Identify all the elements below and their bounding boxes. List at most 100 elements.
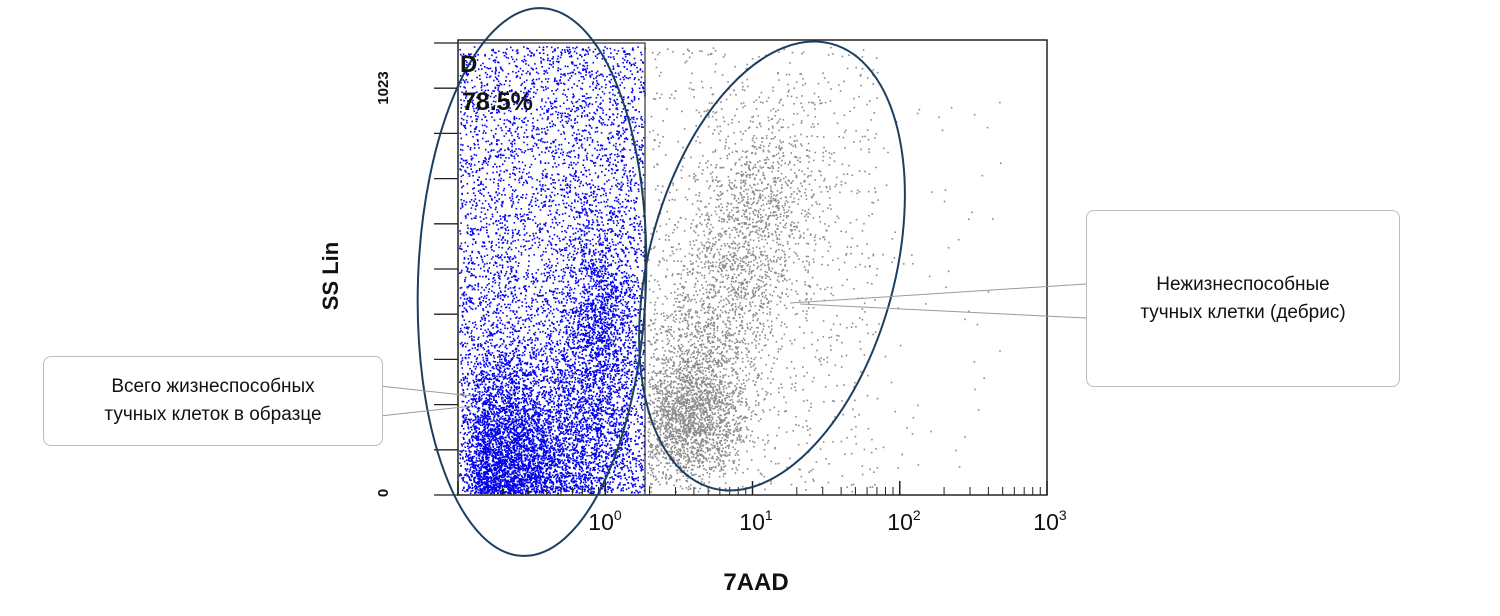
blue-point	[591, 73, 593, 76]
blue-point	[540, 273, 543, 275]
blue-point	[638, 396, 640, 398]
blue-point	[546, 356, 548, 358]
blue-point	[486, 401, 489, 404]
blue-point	[582, 208, 585, 211]
blue-point	[500, 204, 503, 206]
blue-point	[607, 428, 609, 431]
blue-point	[618, 155, 620, 157]
blue-point	[573, 257, 575, 259]
blue-point	[584, 383, 587, 385]
blue-point	[599, 259, 602, 261]
blue-point	[499, 215, 501, 217]
blue-point	[520, 149, 522, 151]
blue-point	[487, 164, 489, 166]
blue-point	[627, 235, 630, 238]
blue-point	[512, 231, 514, 234]
blue-point	[466, 183, 469, 185]
blue-point	[486, 231, 488, 234]
blue-point	[471, 171, 474, 173]
blue-point	[478, 451, 481, 454]
blue-point	[491, 344, 493, 347]
blue-point	[601, 90, 604, 93]
blue-point	[485, 297, 488, 299]
blue-point	[462, 292, 465, 294]
blue-point	[517, 414, 520, 416]
blue-point	[572, 347, 575, 349]
blue-point	[614, 100, 616, 103]
blue-point	[473, 187, 476, 189]
blue-point	[531, 150, 533, 152]
blue-point	[510, 340, 512, 343]
blue-point	[604, 86, 607, 89]
blue-point	[625, 164, 627, 166]
blue-point	[552, 464, 555, 467]
blue-point	[513, 255, 516, 257]
blue-point	[565, 108, 568, 110]
blue-point	[481, 226, 483, 228]
blue-point	[562, 268, 565, 270]
blue-point	[463, 113, 465, 116]
blue-point	[631, 374, 633, 376]
blue-point	[499, 256, 502, 258]
blue-point	[573, 297, 576, 299]
blue-point	[616, 53, 618, 55]
blue-point	[550, 330, 552, 332]
blue-point	[563, 349, 566, 351]
blue-point	[559, 444, 562, 446]
blue-point	[580, 273, 583, 275]
blue-point	[556, 209, 559, 211]
blue-point	[634, 341, 637, 344]
blue-point	[618, 183, 621, 185]
blue-point	[480, 81, 483, 84]
blue-point	[594, 186, 596, 188]
blue-point	[525, 110, 527, 113]
blue-point	[473, 46, 476, 48]
blue-point	[545, 69, 548, 72]
blue-point	[622, 50, 625, 53]
blue-point	[627, 409, 629, 411]
blue-point	[605, 113, 608, 116]
blue-point	[513, 138, 515, 141]
blue-point	[636, 329, 638, 332]
blue-point	[556, 212, 558, 214]
blue-point	[467, 262, 470, 265]
blue-point	[506, 450, 508, 452]
blue-point	[600, 201, 602, 204]
blue-point	[631, 87, 634, 90]
blue-point	[467, 373, 469, 376]
blue-point	[560, 73, 562, 75]
blue-point	[468, 320, 471, 323]
blue-point	[544, 247, 547, 250]
blue-point	[497, 124, 500, 127]
blue-point	[533, 193, 535, 195]
blue-point	[581, 88, 584, 90]
blue-point	[617, 370, 620, 372]
blue-point	[599, 394, 601, 396]
blue-point	[477, 438, 480, 440]
blue-point	[525, 124, 528, 126]
blue-point	[630, 448, 632, 451]
blue-point	[624, 119, 627, 121]
blue-point	[610, 52, 612, 54]
blue-point	[550, 46, 553, 49]
blue-point	[580, 87, 582, 90]
blue-point	[488, 442, 491, 445]
blue-point	[560, 148, 563, 151]
blue-point	[492, 281, 494, 283]
blue-point	[512, 189, 514, 191]
blue-point	[471, 262, 474, 265]
blue-point	[497, 220, 500, 222]
blue-point	[515, 398, 517, 400]
blue-point	[626, 248, 629, 250]
blue-point	[552, 150, 554, 152]
blue-point	[583, 201, 586, 203]
blue-point	[633, 57, 636, 60]
blue-point	[472, 188, 474, 190]
blue-point	[491, 54, 493, 57]
blue-point	[502, 237, 504, 239]
blue-point	[642, 475, 645, 478]
blue-point	[497, 109, 500, 111]
blue-point	[462, 316, 464, 318]
blue-point	[568, 151, 571, 153]
blue-point	[509, 336, 511, 338]
